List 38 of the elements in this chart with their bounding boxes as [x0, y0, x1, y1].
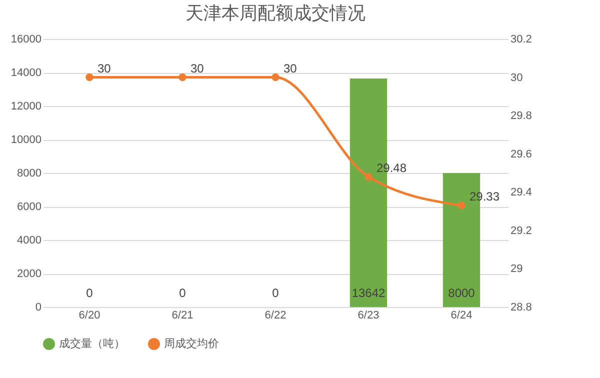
y-tick-label: 2000 [17, 268, 42, 280]
legend-label: 成交量（吨） [59, 337, 125, 350]
y2-tick-label: 29.4 [510, 186, 532, 199]
y-tick-label: 8000 [17, 168, 42, 180]
y2-tick-label: 29.2 [510, 224, 532, 237]
y-tick-label: 6000 [17, 201, 42, 213]
y-tick-label: 14000 [10, 67, 42, 79]
y2-tick-label: 28.8 [510, 302, 532, 314]
data-label: 13642 [352, 286, 386, 300]
data-label: 30 [190, 61, 204, 76]
x-tick-label: 6/24 [450, 310, 472, 322]
y2-tick-label: 29.6 [510, 148, 532, 160]
y2-tick-label: 30 [510, 72, 523, 84]
y-tick-label: 4000 [17, 234, 42, 246]
x-tick-label: 6/20 [78, 310, 100, 322]
point [272, 73, 280, 82]
point [86, 73, 94, 82]
data-label: 0 [179, 286, 186, 300]
x-tick-label: 6/22 [264, 310, 286, 322]
data-label: 30 [284, 61, 298, 76]
y-tick-label: 0 [35, 302, 42, 314]
data-label: 0 [272, 286, 280, 300]
y-tick-label: 10000 [10, 134, 42, 146]
y2-tick-label: 29.8 [510, 110, 532, 122]
point [458, 202, 466, 210]
data-label: 8000 [448, 286, 476, 300]
x-tick-label: 6/23 [358, 310, 380, 322]
y2-tick-label: 30.2 [510, 34, 532, 46]
point [364, 172, 372, 181]
y2-tick-label: 29 [510, 263, 523, 276]
point [178, 73, 186, 82]
data-label: 0 [86, 286, 94, 300]
data-label: 30 [98, 61, 112, 76]
x-tick-label: 6/21 [172, 310, 194, 322]
legend-label: 周成交均价 [164, 337, 219, 350]
chart-title: 天津本周配额成交情况 [186, 3, 366, 23]
y-tick-label: 12000 [10, 100, 42, 112]
y-tick-label: 16000 [10, 34, 42, 46]
